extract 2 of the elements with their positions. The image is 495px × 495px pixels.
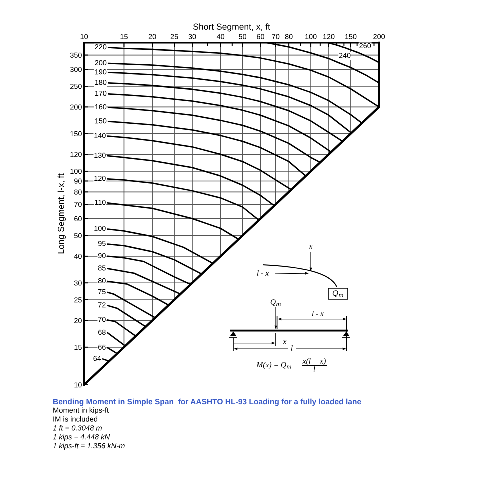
y-axis-title: Long Segment, l-x, ft	[58, 174, 66, 254]
x-axis-title: Short Segment, x, ft	[194, 24, 270, 32]
